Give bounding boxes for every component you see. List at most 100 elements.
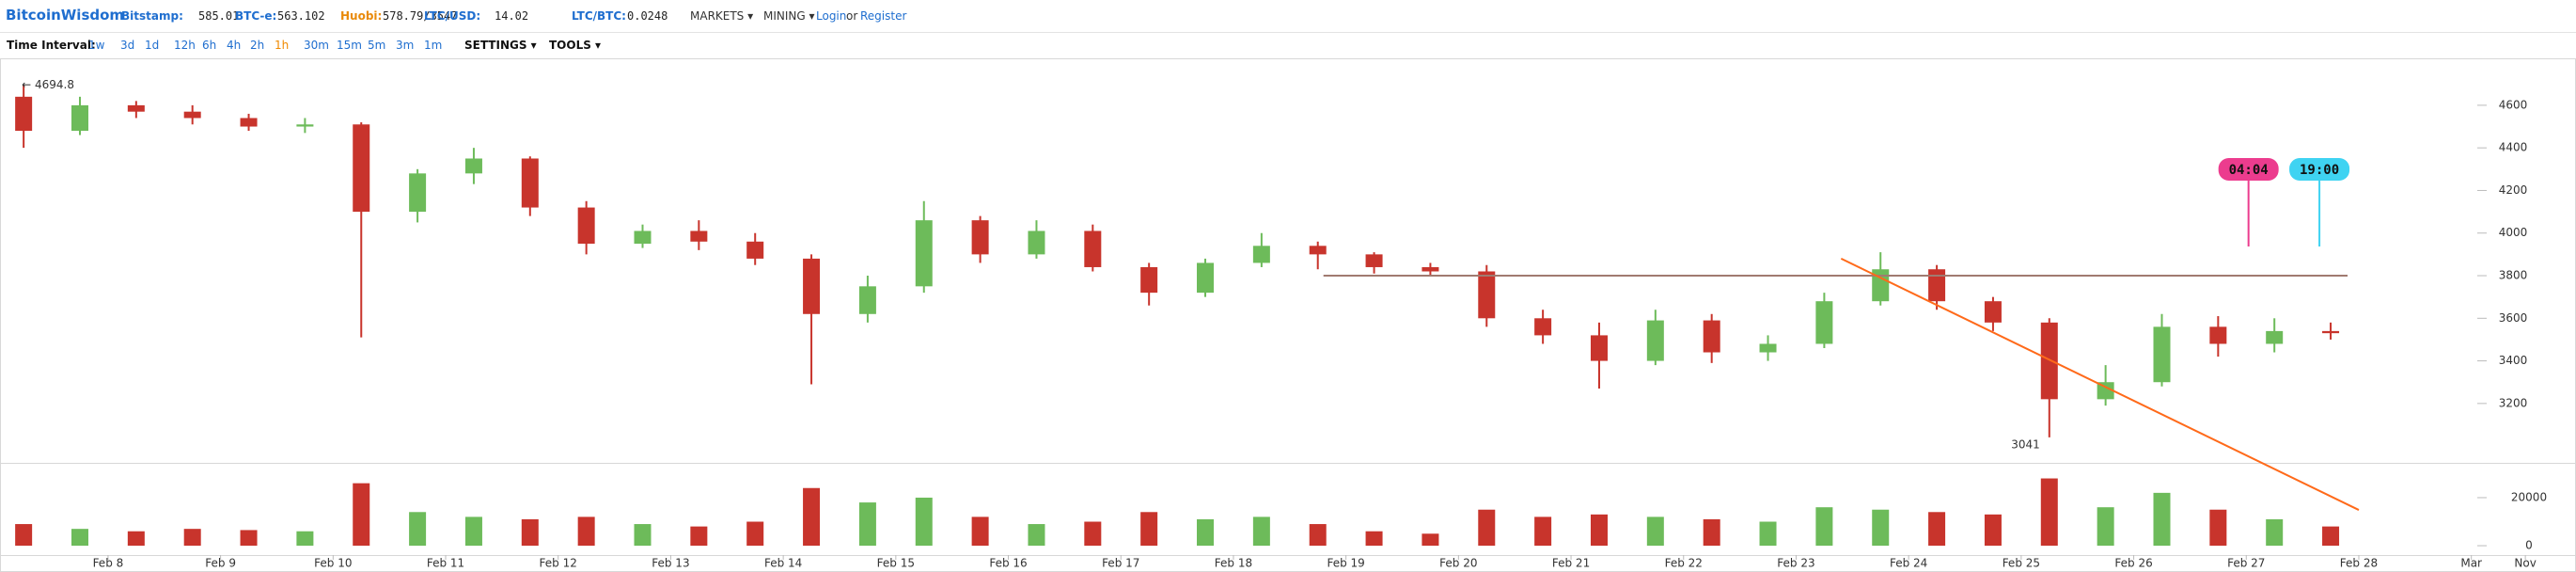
timer-label: 19:00	[2300, 163, 2339, 178]
candle-body	[240, 118, 258, 127]
volume-bar	[971, 516, 989, 547]
candle-body	[1309, 246, 1327, 255]
menu[interactable]: TOOLS ▾	[549, 39, 602, 52]
volume-bar	[1872, 509, 1890, 547]
y-tick-label: 4200	[2499, 183, 2528, 197]
candle-body	[2322, 330, 2340, 334]
interval[interactable]: 4h	[227, 39, 242, 52]
candle-body	[296, 124, 314, 127]
text: or	[846, 9, 858, 23]
brand[interactable]: BitcoinWisdom	[6, 7, 125, 24]
candle-body	[746, 241, 764, 259]
candle-body	[690, 230, 708, 242]
y-tick-label: 4000	[2499, 226, 2528, 239]
volume-bar	[1140, 512, 1158, 547]
menu[interactable]: SETTINGS ▾	[464, 39, 537, 52]
candle-body	[2266, 330, 2284, 344]
volume-bar	[634, 524, 652, 547]
x-tick-label: Feb 28	[2340, 557, 2378, 570]
high-label: ← 4694.8	[22, 78, 74, 91]
volume-bar	[1534, 516, 1552, 547]
x-tick-label: Feb 10	[314, 557, 352, 570]
candle-body	[183, 111, 201, 119]
candle-body	[1422, 266, 1439, 272]
volume-bar	[1422, 533, 1439, 547]
register-link[interactable]: Register	[860, 9, 907, 23]
volume-bar	[1646, 516, 1664, 547]
x-tick-label: Feb 13	[652, 557, 689, 570]
volume-bar	[1365, 531, 1383, 547]
ticker-label[interactable]: Bitstamp:	[121, 9, 183, 23]
ticker-label[interactable]: LTC/USD:	[424, 9, 481, 23]
candle-body	[1084, 230, 1102, 267]
candle-body	[1028, 230, 1045, 255]
toolbar-label: Time Interval:	[7, 39, 96, 52]
x-tick-label: Feb 9	[205, 557, 236, 570]
interval[interactable]: 1w	[88, 39, 105, 52]
x-tick-label: Feb 27	[2227, 557, 2265, 570]
interval[interactable]: 6h	[202, 39, 217, 52]
interval[interactable]: 1d	[145, 39, 160, 52]
interval[interactable]: 1m	[424, 39, 443, 52]
y-tick-label: 3800	[2499, 269, 2528, 282]
x-tick-label: Feb 12	[540, 557, 577, 570]
interval[interactable]: 3m	[396, 39, 415, 52]
menu[interactable]: MINING ▾	[763, 9, 815, 23]
interval[interactable]: 3d	[120, 39, 135, 52]
x-tick-label: Feb 24	[1890, 557, 1927, 570]
volume-bar	[1815, 507, 1833, 547]
toolbar: Time Interval: 1w 3d 1d 12h 6h 4h 2h 1h 30m 15m 5m 3…	[0, 32, 2576, 59]
volume-bar	[1197, 518, 1215, 547]
candle-body	[127, 104, 145, 112]
ticker-label[interactable]: Huobi:	[340, 9, 383, 23]
candle-body	[15, 96, 33, 132]
x-tick-label: Feb 16	[989, 557, 1027, 570]
candle-body	[1872, 269, 1890, 302]
volume-bar	[2322, 526, 2340, 547]
x-tick-label: Feb 14	[764, 557, 802, 570]
candle-body	[521, 158, 539, 208]
candle-body	[1140, 266, 1158, 294]
x-tick-label: Feb 8	[93, 557, 124, 570]
volume-bar	[1028, 524, 1045, 547]
volume-bar	[690, 526, 708, 547]
volume-bar	[2097, 507, 2114, 547]
x-tick-label: Feb 11	[427, 557, 464, 570]
candle-body	[2209, 326, 2227, 344]
candle-body	[1252, 246, 1270, 263]
login-link[interactable]: Login	[816, 9, 847, 23]
timer-label: 04:04	[2229, 163, 2269, 178]
interval[interactable]: 15m	[337, 39, 362, 52]
ticker-value: 585.01	[198, 9, 240, 23]
candle-body	[634, 230, 652, 245]
candle-body	[2153, 326, 2171, 383]
volume-bar	[1309, 524, 1327, 547]
candle-body	[577, 207, 595, 245]
interval[interactable]: 30m	[304, 39, 329, 52]
ticker-label[interactable]: BTC-e:	[235, 9, 277, 23]
volume-bar	[1590, 514, 1608, 547]
volume-bar	[2209, 509, 2227, 547]
volume-bar	[409, 512, 427, 547]
volume-bar	[858, 502, 876, 547]
volume-bar	[1703, 518, 1720, 547]
ticker-value: 563.102	[277, 9, 325, 23]
timer-badge	[2289, 158, 2350, 181]
volume-bar	[1478, 509, 1496, 547]
y-tick-label: 3600	[2499, 311, 2528, 325]
volume-bar	[71, 529, 88, 547]
candle-body	[1703, 320, 1720, 353]
interval[interactable]: 5m	[368, 39, 386, 52]
ticker-label[interactable]: LTC/BTC:	[572, 9, 626, 23]
interval[interactable]: 1h	[275, 39, 290, 52]
volume-bar	[127, 531, 145, 547]
ticker-value: 0.0248	[627, 9, 668, 23]
y-tick-label: 4400	[2499, 141, 2528, 154]
candle-body	[2097, 382, 2114, 400]
candle-body	[803, 258, 821, 314]
menu[interactable]: MARKETS ▾	[690, 9, 754, 23]
interval[interactable]: 2h	[250, 39, 265, 52]
volume-bar	[1928, 512, 1946, 547]
interval[interactable]: 12h	[174, 39, 196, 52]
ticker-value: 14.02	[495, 9, 529, 23]
